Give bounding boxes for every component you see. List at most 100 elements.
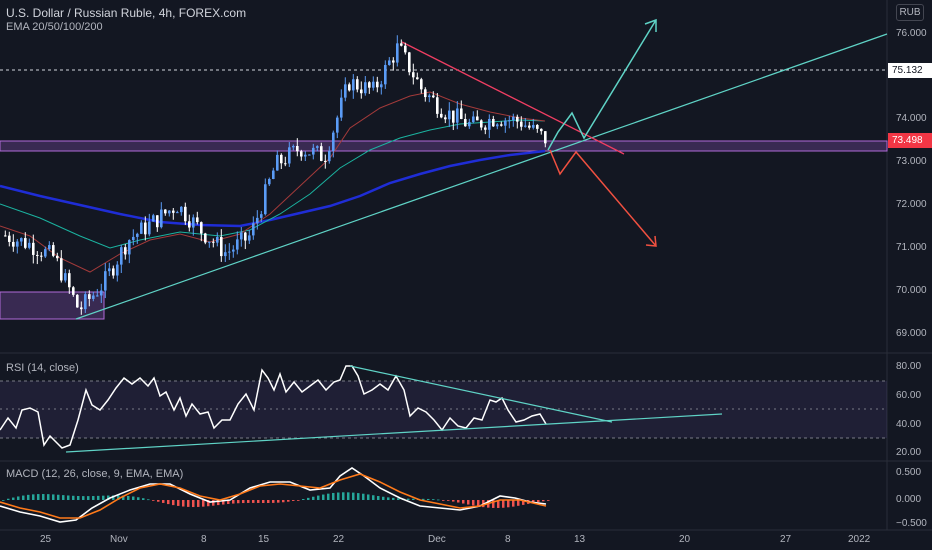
candle-down[interactable] bbox=[356, 79, 359, 90]
candle-up[interactable] bbox=[132, 236, 135, 241]
candle-up[interactable] bbox=[496, 124, 499, 127]
candle-down[interactable] bbox=[324, 160, 327, 162]
candle-up[interactable] bbox=[252, 223, 255, 236]
candle-down[interactable] bbox=[392, 60, 395, 63]
candle-up[interactable] bbox=[116, 264, 119, 276]
candle-down[interactable] bbox=[112, 268, 115, 276]
candle-down[interactable] bbox=[68, 273, 71, 288]
candle-up[interactable] bbox=[108, 268, 111, 272]
candle-down[interactable] bbox=[156, 215, 159, 228]
candle-down[interactable] bbox=[484, 127, 487, 130]
candle-up[interactable] bbox=[208, 241, 211, 243]
candle-down[interactable] bbox=[360, 89, 363, 94]
candle-up[interactable] bbox=[96, 295, 99, 297]
candle-up[interactable] bbox=[228, 251, 231, 253]
candle-up[interactable] bbox=[292, 145, 295, 148]
candle-up[interactable] bbox=[332, 132, 335, 151]
ema-100-line[interactable] bbox=[0, 119, 546, 249]
candle-down[interactable] bbox=[188, 221, 191, 228]
candle-down[interactable] bbox=[444, 117, 447, 120]
candle-up[interactable] bbox=[304, 154, 307, 157]
candle-up[interactable] bbox=[44, 249, 47, 257]
candle-up[interactable] bbox=[532, 124, 535, 128]
candle-down[interactable] bbox=[348, 84, 351, 91]
candle-down[interactable] bbox=[492, 118, 495, 127]
candle-down[interactable] bbox=[12, 241, 15, 247]
candle-down[interactable] bbox=[244, 232, 247, 241]
rsi-indicator-label[interactable]: RSI (14, close) bbox=[6, 362, 79, 374]
candle-up[interactable] bbox=[256, 217, 259, 224]
candle-up[interactable] bbox=[448, 110, 451, 120]
candle-down[interactable] bbox=[440, 113, 443, 118]
candle-up[interactable] bbox=[92, 295, 95, 299]
candle-down[interactable] bbox=[220, 237, 223, 257]
candle-down[interactable] bbox=[24, 238, 27, 248]
candle-down[interactable] bbox=[368, 82, 371, 88]
candle-up[interactable] bbox=[160, 209, 163, 228]
candle-up[interactable] bbox=[152, 215, 155, 222]
candle-down[interactable] bbox=[76, 294, 79, 308]
rsi-resistance-trendline[interactable] bbox=[349, 365, 613, 423]
candle-down[interactable] bbox=[436, 97, 439, 114]
candle-up[interactable] bbox=[336, 117, 339, 133]
candle-up[interactable] bbox=[512, 116, 515, 121]
candle-down[interactable] bbox=[528, 125, 531, 128]
candle-up[interactable] bbox=[276, 154, 279, 171]
macd-signal-line[interactable] bbox=[0, 473, 547, 519]
candle-down[interactable] bbox=[72, 287, 75, 295]
candle-up[interactable] bbox=[508, 120, 511, 122]
candle-up[interactable] bbox=[388, 60, 391, 65]
candle-down[interactable] bbox=[376, 81, 379, 88]
candle-up[interactable] bbox=[20, 238, 23, 242]
candle-up[interactable] bbox=[216, 237, 219, 243]
candle-up[interactable] bbox=[176, 212, 179, 214]
candle-up[interactable] bbox=[468, 122, 471, 127]
candle-down[interactable] bbox=[536, 124, 539, 129]
candle-down[interactable] bbox=[60, 258, 63, 281]
candle-up[interactable] bbox=[504, 120, 507, 126]
candle-up[interactable] bbox=[28, 242, 31, 248]
candle-up[interactable] bbox=[328, 150, 331, 162]
candle-down[interactable] bbox=[516, 116, 519, 122]
candle-down[interactable] bbox=[184, 206, 187, 222]
candle-down[interactable] bbox=[124, 247, 127, 255]
macd-histogram[interactable] bbox=[2, 492, 550, 508]
candle-up[interactable] bbox=[104, 271, 107, 291]
candle-up[interactable] bbox=[16, 241, 19, 247]
candle-down[interactable] bbox=[36, 254, 39, 256]
candle-down[interactable] bbox=[212, 241, 215, 243]
candle-up[interactable] bbox=[260, 214, 263, 218]
candle-up[interactable] bbox=[136, 233, 139, 237]
support-zone[interactable] bbox=[0, 291, 105, 320]
candle-up[interactable] bbox=[224, 252, 227, 257]
candle-down[interactable] bbox=[404, 45, 407, 53]
candle-up[interactable] bbox=[316, 146, 319, 148]
candle-up[interactable] bbox=[240, 232, 243, 240]
candle-up[interactable] bbox=[524, 125, 527, 127]
candle-down[interactable] bbox=[412, 72, 415, 78]
candle-down[interactable] bbox=[40, 255, 43, 257]
candle-down[interactable] bbox=[80, 307, 83, 310]
candle-down[interactable] bbox=[480, 120, 483, 128]
candle-down[interactable] bbox=[520, 121, 523, 127]
candle-up[interactable] bbox=[192, 217, 195, 228]
candle-down[interactable] bbox=[460, 108, 463, 119]
ema-200-line[interactable] bbox=[0, 149, 546, 228]
candle-up[interactable] bbox=[264, 184, 267, 215]
candle-up[interactable] bbox=[384, 64, 387, 85]
candlestick-series[interactable] bbox=[4, 35, 547, 315]
candle-up[interactable] bbox=[84, 294, 87, 310]
descending-resistance-line[interactable] bbox=[401, 41, 625, 155]
candle-up[interactable] bbox=[180, 206, 183, 213]
candle-up[interactable] bbox=[48, 245, 51, 250]
candle-down[interactable] bbox=[400, 43, 403, 46]
candle-down[interactable] bbox=[52, 245, 55, 256]
macd-indicator-label[interactable]: MACD (12, 26, close, 9, EMA, EMA) bbox=[6, 468, 184, 480]
candle-down[interactable] bbox=[144, 222, 147, 235]
candle-down[interactable] bbox=[476, 116, 479, 121]
candle-down[interactable] bbox=[88, 294, 91, 299]
candle-down[interactable] bbox=[320, 146, 323, 161]
candle-up[interactable] bbox=[236, 239, 239, 250]
candle-down[interactable] bbox=[432, 95, 435, 98]
